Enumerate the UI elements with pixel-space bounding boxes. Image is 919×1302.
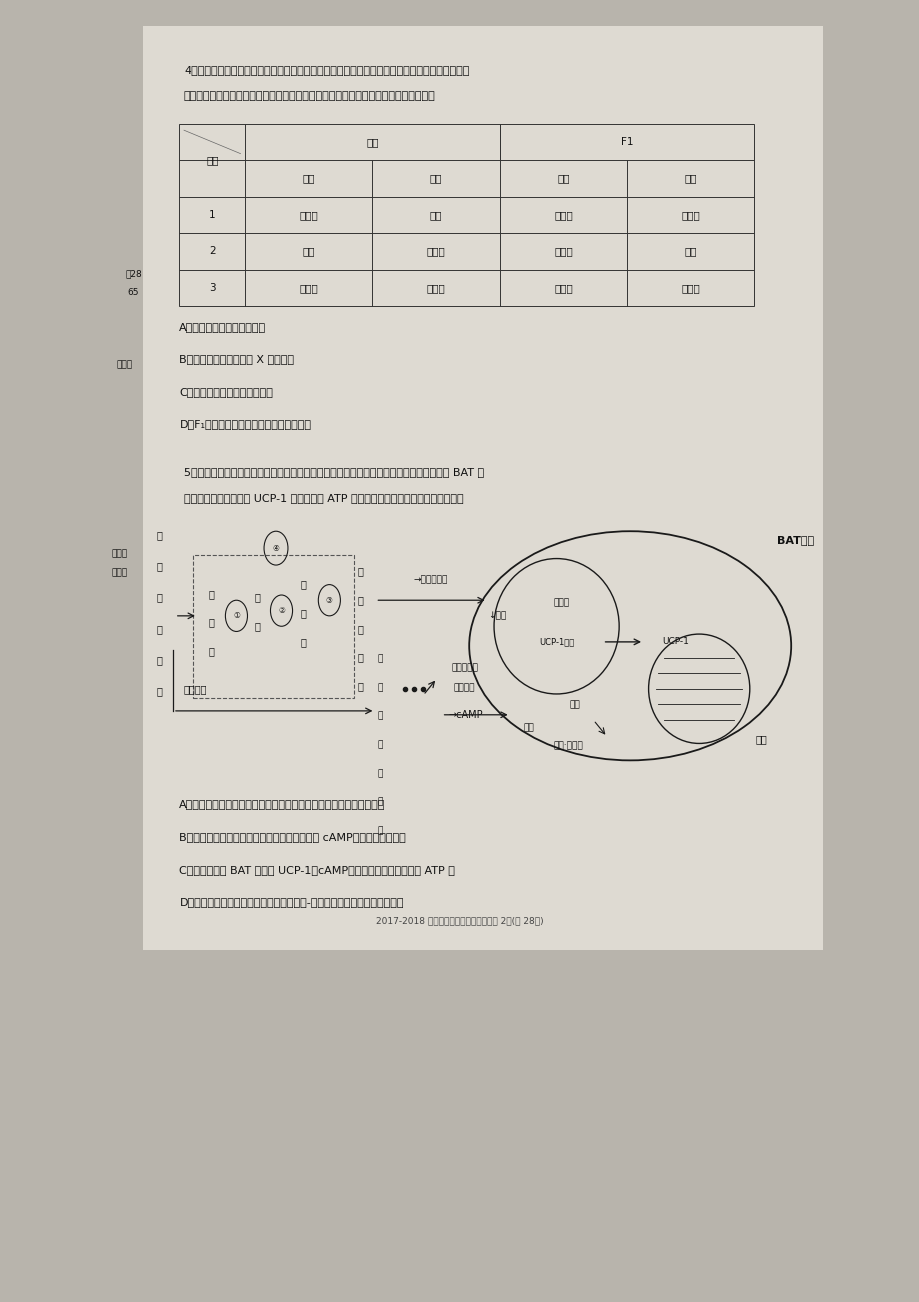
Text: 丘: 丘 <box>209 617 214 628</box>
Text: ④: ④ <box>272 544 279 552</box>
Text: 65: 65 <box>128 289 139 297</box>
Text: 杂交: 杂交 <box>206 155 219 165</box>
Text: 细胞核: 细胞核 <box>552 599 569 607</box>
Text: ～28: ～28 <box>125 270 142 277</box>
Text: ①: ① <box>233 612 240 620</box>
Text: 脑: 脑 <box>209 646 214 656</box>
Text: A．甲状腺激素进入靶细胞后，可通过调节基因的表达来调节产热活动: A．甲状腺激素进入靶细胞后，可通过调节基因的表达来调节产热活动 <box>179 799 385 810</box>
Text: 素: 素 <box>377 827 382 835</box>
Text: 腺: 腺 <box>357 624 363 634</box>
Text: 刺: 刺 <box>156 655 162 665</box>
Text: C．镰刀形相对于渐圆形为显性: C．镰刀形相对于渐圆形为显性 <box>179 387 273 397</box>
Text: UCP-1基因: UCP-1基因 <box>539 638 573 646</box>
Text: 抗逆性: 抗逆性 <box>111 569 128 577</box>
Text: 圆形: 圆形 <box>302 246 314 256</box>
Text: 素: 素 <box>357 681 363 691</box>
Text: 垂: 垂 <box>255 592 260 603</box>
Text: 状: 状 <box>357 595 363 605</box>
Text: D．F₁渐圆形与圆形杂交可产生镰刀形后代: D．F₁渐圆形与圆形杂交可产生镰刀形后代 <box>179 419 311 430</box>
Text: 腺: 腺 <box>377 769 382 777</box>
Text: 甲: 甲 <box>301 579 306 590</box>
Text: A．镰刀形相对于圆形为显性: A．镰刀形相对于圆形为显性 <box>179 322 267 332</box>
Text: 雄蝇: 雄蝇 <box>684 173 697 184</box>
Text: 镰刀形: 镰刀形 <box>681 210 699 220</box>
Text: 圆形: 圆形 <box>684 246 697 256</box>
Text: 镰刀形: 镰刀形 <box>426 246 445 256</box>
Text: B．去甲肾上腺激素与膜受体结合后可影响胞内 cAMP，以促进脂肪分解: B．去甲肾上腺激素与膜受体结合后可影响胞内 cAMP，以促进脂肪分解 <box>179 832 405 842</box>
Text: 激: 激 <box>156 686 162 697</box>
Text: 圆形: 圆形 <box>429 210 442 220</box>
Text: 脂肪: 脂肪 <box>569 700 580 708</box>
Text: 状: 状 <box>301 608 306 618</box>
Text: 页中，: 页中， <box>116 361 132 368</box>
Text: 雌蝇: 雌蝇 <box>557 173 569 184</box>
Bar <box>142 26 823 950</box>
Text: C．持续寒冷使 BAT 细胞中 UCP-1、cAMP、线粒体增加，进而增加 ATP 量: C．持续寒冷使 BAT 细胞中 UCP-1、cAMP、线粒体增加，进而增加 AT… <box>179 865 455 875</box>
Text: 冷: 冷 <box>156 624 162 634</box>
Bar <box>179 124 754 306</box>
Text: 甲: 甲 <box>357 566 363 577</box>
Text: 镰刀形: 镰刀形 <box>681 283 699 293</box>
Text: 雌蝇: 雌蝇 <box>302 173 314 184</box>
Text: 亲本: 亲本 <box>366 137 379 147</box>
Text: 4．某种果蝈野生型个体的翅为圆形，该种果蝈有两种纯合的突变品系，一种为渐圆形翅，另一种: 4．某种果蝈野生型个体的翅为圆形，该种果蝈有两种纯合的突变品系，一种为渐圆形翅，… <box>184 65 469 76</box>
Text: 腺: 腺 <box>301 637 306 647</box>
Text: F1: F1 <box>620 137 632 147</box>
Text: 上: 上 <box>377 741 382 749</box>
Text: 镰刀形: 镰刀形 <box>299 210 318 220</box>
Text: 甘油·脂肪酸: 甘油·脂肪酸 <box>553 742 583 750</box>
Text: 5．寒冷地带生活的布氏田鼠是一种小型非冬眠哺乳动物。下图为持续寒冷刺激下机体调节 BAT 细: 5．寒冷地带生活的布氏田鼠是一种小型非冬眠哺乳动物。下图为持续寒冷刺激下机体调节… <box>184 467 483 478</box>
Text: 镰刀形: 镰刀形 <box>299 283 318 293</box>
Text: 智能力: 智能力 <box>111 549 128 557</box>
Text: 促进: 促进 <box>523 724 534 732</box>
Text: 镰刀形: 镰刀形 <box>553 246 573 256</box>
Text: 雄蝇: 雄蝇 <box>429 173 442 184</box>
Text: →cAMP: →cAMP <box>448 710 483 720</box>
Text: ↓增加: ↓增加 <box>487 612 505 620</box>
Text: 椭圆形: 椭圆形 <box>553 283 573 293</box>
Text: B．控制翅形的基因位于 X 染色体上: B．控制翅形的基因位于 X 染色体上 <box>179 354 294 365</box>
Text: 为镰刀形翅。将这三种果蝈相互杂交得到下表所示结果。据此判断不合理的是（　　）: 为镰刀形翅。将这三种果蝈相互杂交得到下表所示结果。据此判断不合理的是（ ） <box>184 91 436 102</box>
Text: 去: 去 <box>377 655 382 663</box>
Text: ③: ③ <box>325 596 333 604</box>
Text: 1: 1 <box>209 210 215 220</box>
Text: 肾: 肾 <box>377 712 382 720</box>
Text: 椭圆形: 椭圆形 <box>426 283 445 293</box>
Text: 产热: 产热 <box>755 734 766 745</box>
Text: 下: 下 <box>209 589 214 599</box>
Text: BAT细胞: BAT细胞 <box>777 535 813 546</box>
Text: 续: 续 <box>156 561 162 572</box>
Text: 体: 体 <box>255 621 260 631</box>
Text: 传出神经: 传出神经 <box>184 684 208 694</box>
Text: 镰刀形: 镰刀形 <box>553 210 573 220</box>
Text: →甲状腺激素: →甲状腺激素 <box>413 575 448 585</box>
Text: ②: ② <box>278 607 285 615</box>
Text: 激: 激 <box>357 652 363 663</box>
Text: UCP-1: UCP-1 <box>662 638 688 646</box>
Text: 2017-2018 高三生物下学期十六模试题第 2页(共 28页): 2017-2018 高三生物下学期十六模试题第 2页(共 28页) <box>376 917 543 924</box>
Text: 去甲肾上腺: 去甲肾上腺 <box>450 664 478 672</box>
Bar <box>193 555 354 698</box>
Text: 胞的产热过程图，已知 UCP-1 增加会导致 ATP 合成减少。以下分析错误的是（　　）: 胞的产热过程图，已知 UCP-1 增加会导致 ATP 合成减少。以下分析错误的是… <box>184 493 463 504</box>
Text: 激素受体: 激素受体 <box>453 684 475 691</box>
Text: 激: 激 <box>377 798 382 806</box>
Text: D．持续寒冷环境中的布氏田鼠是通过神经-体液调节来增加产热、択御寒冷: D．持续寒冷环境中的布氏田鼠是通过神经-体液调节来增加产热、択御寒冷 <box>179 897 403 907</box>
Text: 甲: 甲 <box>377 684 382 691</box>
Text: 持: 持 <box>156 530 162 540</box>
Text: 3: 3 <box>209 283 215 293</box>
Text: 2: 2 <box>209 246 215 256</box>
Text: 寒: 寒 <box>156 592 162 603</box>
